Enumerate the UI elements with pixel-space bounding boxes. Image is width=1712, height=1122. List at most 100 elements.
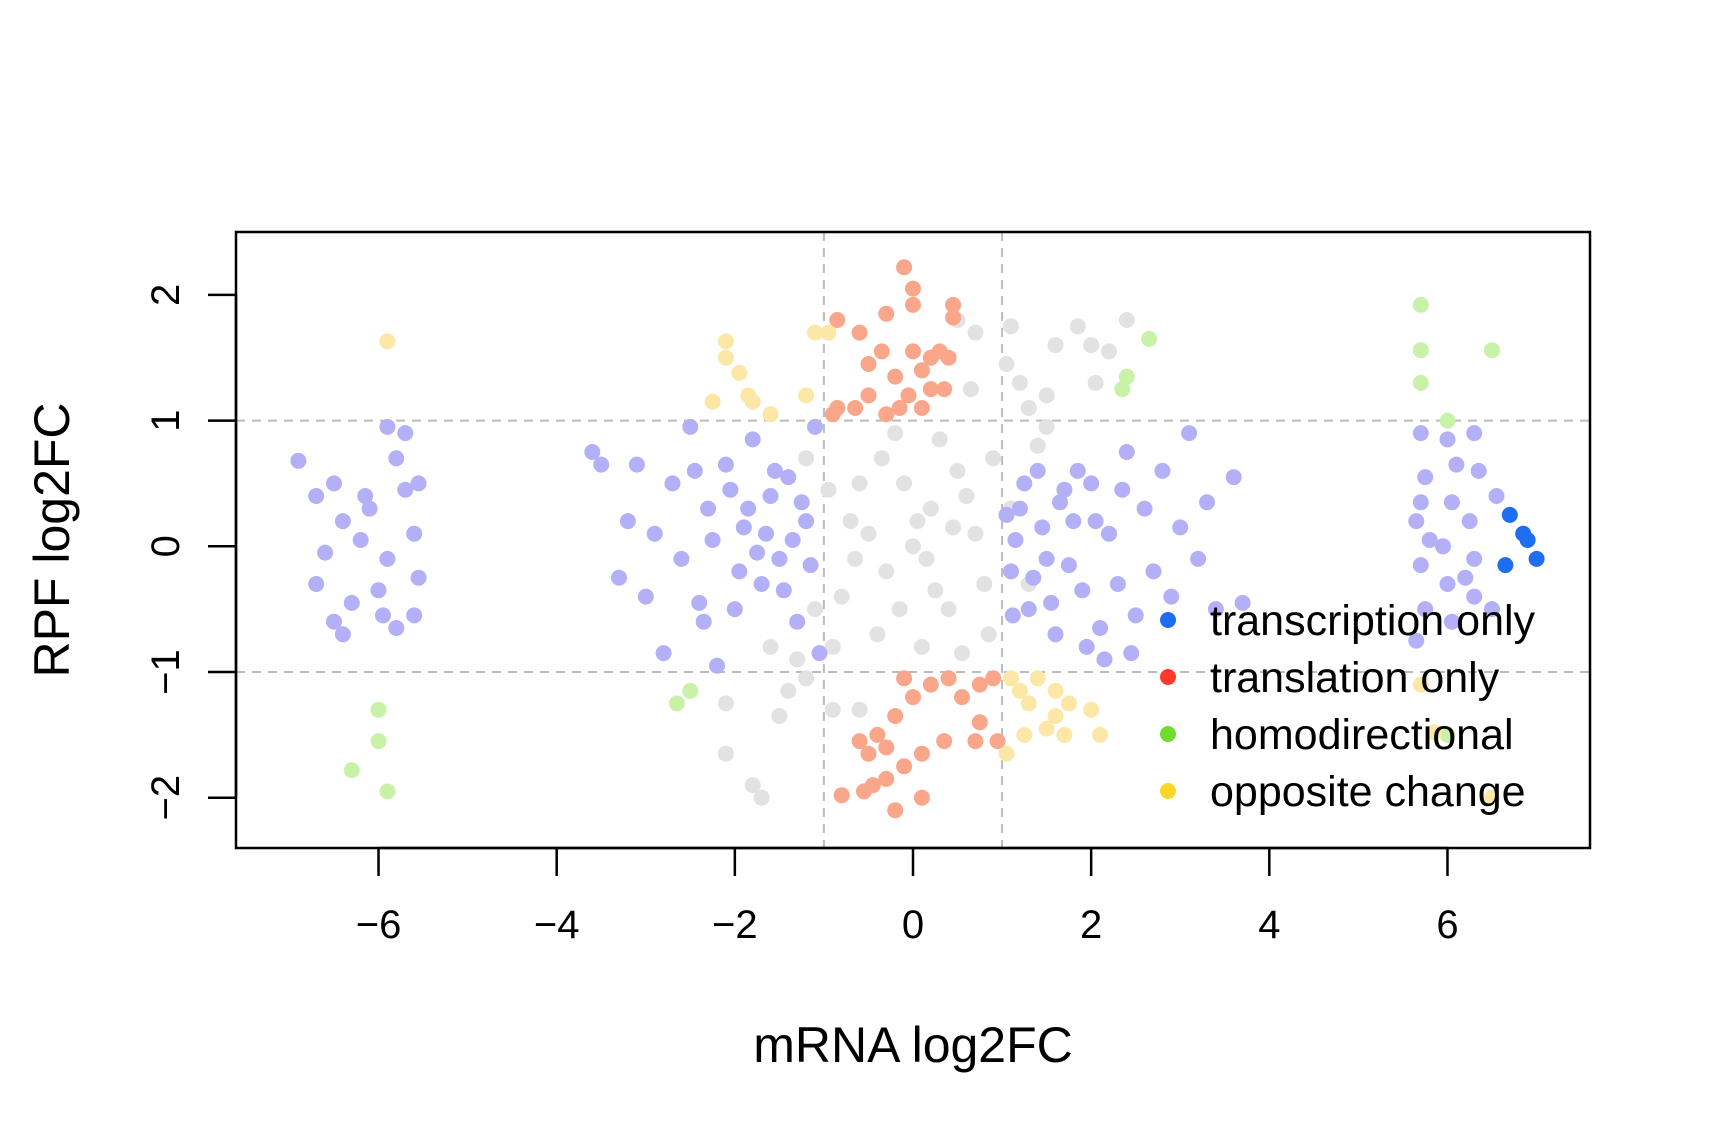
y-tick-label: 2: [144, 284, 188, 306]
data-point: [1439, 412, 1456, 429]
x-tick-label: −6: [356, 903, 402, 947]
data-point: [709, 657, 725, 674]
data-point: [1096, 651, 1113, 668]
data-point: [717, 695, 734, 712]
data-point: [1136, 500, 1153, 517]
data-point: [1484, 789, 1500, 806]
data-point: [1083, 337, 1100, 354]
data-point: [1114, 481, 1131, 498]
data-point: [410, 569, 427, 586]
data-point: [913, 638, 930, 655]
data-point: [1207, 601, 1224, 618]
data-point: [878, 406, 895, 423]
data-point: [807, 324, 823, 341]
data-point: [682, 418, 699, 435]
data-point: [1092, 620, 1109, 636]
data-point: [954, 645, 970, 662]
x-tick-label: 4: [1258, 903, 1280, 947]
data-point: [896, 259, 913, 276]
data-point: [731, 364, 748, 381]
data-point: [664, 475, 681, 492]
y-tick-label: −2: [144, 775, 188, 821]
data-point: [352, 532, 369, 548]
data-point: [860, 525, 877, 542]
data-point: [945, 296, 962, 313]
data-point: [1020, 695, 1037, 712]
data-point: [628, 456, 645, 473]
y-tick-label: 0: [144, 535, 188, 557]
data-point: [317, 544, 334, 561]
data-point: [851, 324, 868, 341]
data-point: [891, 601, 908, 618]
data-point: [905, 280, 921, 297]
data-point: [1065, 513, 1082, 530]
data-point: [940, 349, 957, 366]
data-point: [1083, 475, 1100, 492]
data-point: [1484, 342, 1500, 359]
data-point: [985, 670, 1002, 687]
y-tick-label: 1: [144, 409, 188, 431]
data-point: [860, 387, 877, 404]
data-point: [1439, 726, 1456, 743]
data-point: [1087, 374, 1104, 391]
data-point: [1417, 601, 1434, 618]
data-point: [869, 726, 886, 743]
data-point: [388, 620, 405, 636]
data-point: [584, 444, 601, 460]
data-point: [1141, 330, 1158, 347]
data-point: [1038, 387, 1055, 404]
data-point: [1038, 550, 1055, 567]
data-point: [820, 324, 837, 341]
data-point: [833, 588, 850, 605]
data-point: [820, 481, 837, 498]
data-point: [655, 645, 672, 662]
data-point: [1519, 532, 1536, 548]
data-point: [789, 613, 806, 630]
data-point: [1003, 318, 1019, 335]
data-point: [807, 418, 823, 435]
data-point: [945, 309, 962, 326]
data-point: [1127, 607, 1144, 624]
data-point: [1421, 532, 1438, 548]
data-point: [1069, 462, 1086, 479]
y-axis: −2 −1 0 1 2: [144, 284, 238, 821]
data-point: [1412, 342, 1429, 359]
data-point: [1172, 519, 1189, 536]
data-point: [922, 676, 939, 693]
x-axis: −6 −4 −2 0 2 4 6: [356, 846, 1459, 947]
y-axis-title: RPF log2FC: [24, 402, 80, 677]
data-point: [922, 381, 939, 398]
data-point: [1408, 632, 1425, 649]
data-point: [878, 739, 895, 756]
data-point: [998, 356, 1015, 372]
legend-item: transcription only: [1160, 597, 1536, 645]
data-point: [406, 525, 423, 542]
data-point: [1443, 494, 1460, 511]
data-point: [1118, 312, 1135, 328]
data-point: [1092, 726, 1109, 743]
data-point: [940, 670, 957, 687]
data-point: [887, 368, 904, 385]
data-point: [793, 494, 810, 511]
data-point: [619, 513, 636, 530]
data-point: [700, 500, 717, 517]
series-3: [824, 259, 1006, 819]
data-point: [913, 789, 930, 806]
data-point: [1123, 645, 1140, 662]
data-point: [989, 733, 1006, 750]
data-point: [646, 525, 663, 542]
data-point: [749, 544, 766, 561]
data-point: [873, 343, 890, 360]
data-point: [308, 576, 325, 592]
data-point: [913, 400, 930, 416]
data-point: [1457, 569, 1474, 586]
data-point: [753, 576, 770, 592]
data-point: [1439, 576, 1456, 592]
data-point: [1439, 431, 1456, 448]
data-point: [896, 475, 913, 492]
data-point: [1461, 513, 1478, 530]
data-point: [1083, 701, 1100, 718]
data-point: [1417, 469, 1434, 486]
data-point: [375, 607, 391, 624]
data-point: [798, 450, 815, 467]
